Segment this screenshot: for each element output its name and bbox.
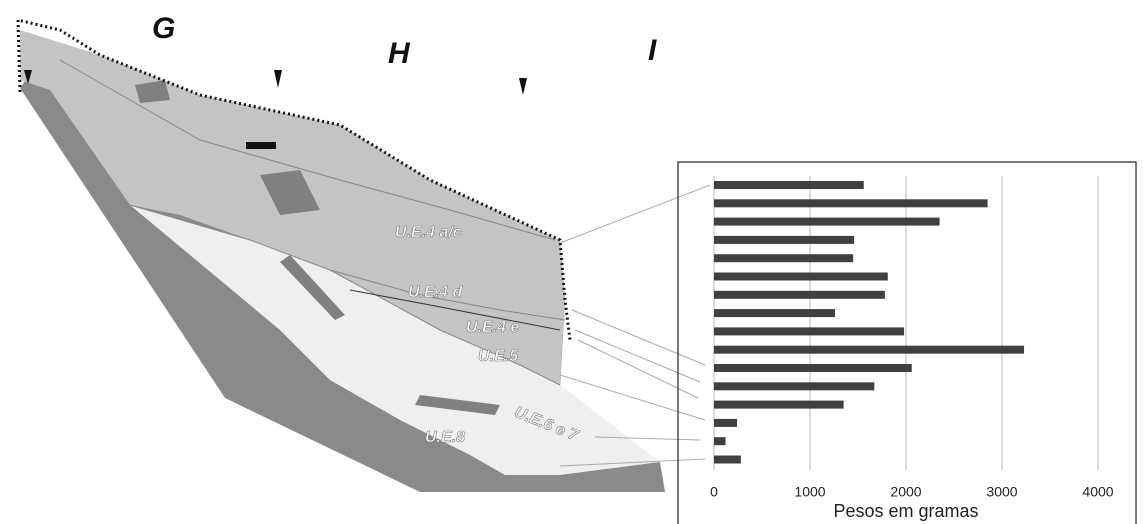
x-tick-label: 3000 — [986, 484, 1017, 500]
bar — [714, 272, 888, 281]
bar — [714, 455, 741, 464]
x-axis-title: Pesos em gramas — [833, 501, 978, 521]
stone — [135, 80, 170, 103]
x-tick-label: 4000 — [1082, 484, 1113, 500]
marker — [519, 78, 527, 95]
layer-boundary — [329, 269, 566, 321]
x-tick-label: 0 — [710, 484, 718, 500]
stone — [260, 170, 320, 215]
x-tick-label: 1000 — [794, 484, 825, 500]
column-label: H — [388, 37, 411, 70]
stone — [415, 395, 500, 415]
layer-boundary — [129, 204, 561, 386]
unit-label: U.E.5 — [478, 348, 519, 365]
bar — [714, 364, 912, 372]
bar — [714, 400, 844, 409]
column-label: G — [152, 12, 175, 45]
bar — [714, 199, 988, 208]
connectors — [559, 184, 711, 467]
plot-frame — [677, 161, 1137, 524]
marker — [274, 70, 282, 88]
layer-boundary — [59, 59, 556, 241]
lower-layers — [130, 205, 660, 475]
unit-label: U.E.4 a/c — [395, 224, 462, 241]
stone — [246, 142, 276, 149]
unit-label: U.E.4 e — [466, 319, 519, 336]
section-drawing: G H I U.E.4 a/c U.E.4 d U.E.4 e U.E.5 U.… — [16, 12, 711, 492]
marker — [24, 70, 32, 84]
bar — [714, 290, 885, 299]
x-tick-label: 2000 — [890, 484, 921, 500]
bar — [714, 254, 854, 263]
bar — [714, 345, 1025, 354]
unit-label: U.E.8 — [425, 429, 465, 446]
bar — [714, 327, 905, 336]
stone — [280, 255, 345, 320]
bar — [714, 418, 738, 427]
column-label: I — [648, 34, 657, 67]
bar — [714, 382, 875, 391]
bar — [714, 181, 864, 189]
bar — [714, 309, 835, 318]
bar — [714, 437, 726, 446]
bar — [714, 235, 855, 244]
surface — [16, 18, 572, 341]
layer-boundary — [349, 289, 561, 331]
unit-label: U.E.4 d — [408, 284, 463, 301]
bar — [714, 217, 940, 226]
